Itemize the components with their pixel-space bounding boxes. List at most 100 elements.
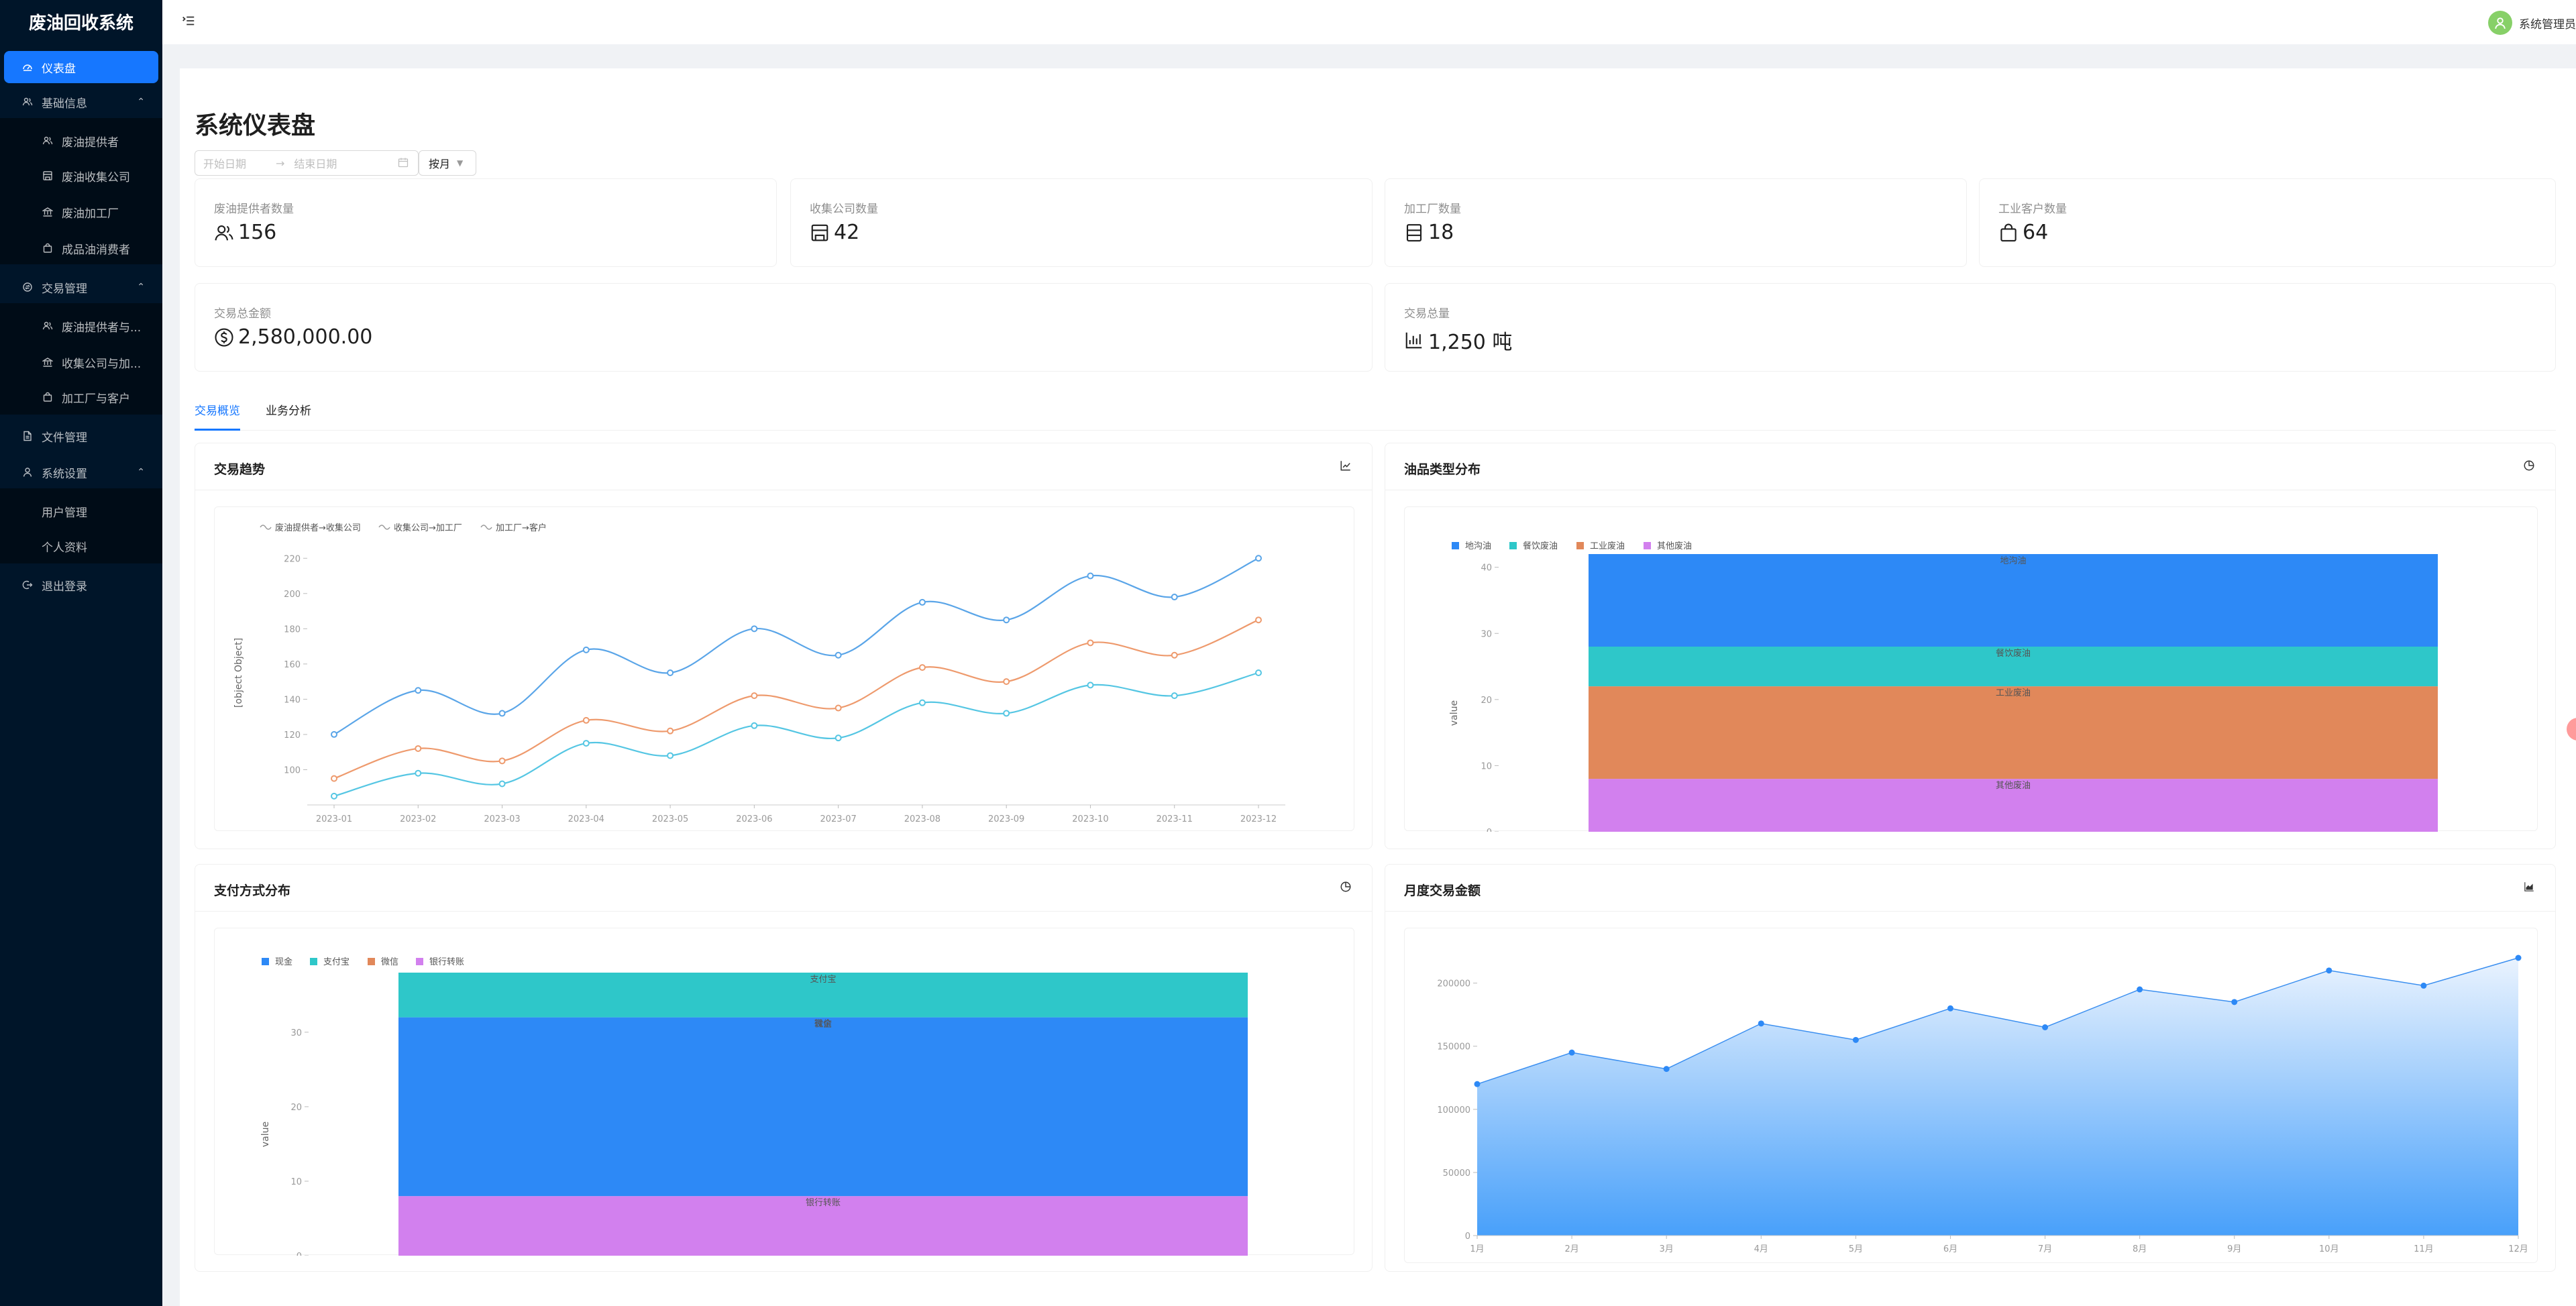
sidebar-item-oil-consumer[interactable]: 成品油消费者 [0,231,162,266]
data-point [2231,999,2238,1005]
sidebar-item-files[interactable]: 文件管理 [0,420,162,452]
date-range-picker[interactable]: 开始日期 → 结束日期 [195,150,419,176]
y-tick-label: 100 [284,765,301,775]
shopping-bag-icon [42,242,54,254]
data-point [835,704,842,712]
start-date-input[interactable]: 开始日期 [203,158,247,170]
data-point [1087,639,1094,647]
chart-monthly: 0 50000 100000 150000 200000 1月 2月 3月 4月 5月 6月 7月 8月… [1437,955,2528,1254]
bank-icon [42,206,54,218]
data-point [1758,1020,1764,1027]
legend-swatch [1452,542,1459,549]
data-point [582,646,590,653]
sidebar-item-dashboard[interactable]: 仪表盘 [4,51,158,83]
data-point [667,727,674,734]
legend-swatch [1509,542,1517,549]
data-point [2042,1024,2049,1030]
stat-value: 64 [2023,221,2049,244]
data-point [1852,1036,1859,1043]
series-line [333,619,1259,779]
calendar-icon [398,157,410,169]
period-select[interactable]: 按月 ▼ [419,150,476,176]
legend-label: 现金 [275,957,292,967]
app-logo-title: 废油回收系统 [28,13,133,34]
x-tick-label: 9月 [2227,1244,2241,1254]
sidebar-item-provider-transactions[interactable]: 废油提供者与... [0,309,162,343]
x-tick-label: 2月 [1564,1244,1578,1254]
y-tick-label: 140 [284,695,301,705]
pie-chart-icon[interactable] [2523,459,2536,473]
legend-swatch [1644,542,1651,549]
dollar-icon [215,327,233,347]
x-tick-label: 2023-06 [736,814,772,824]
menu-fold-icon[interactable] [181,13,199,31]
sidebar-group-settings[interactable]: 系统设置 ⌃ [0,456,162,488]
card-payment-distribution: 支付方式分布 0102030value现金支付宝微信银行转账银行转账现金微信支付… [195,864,1373,1272]
area-fill [1477,958,2518,1236]
area-chart-icon[interactable] [2523,881,2536,894]
stat-card-providers: 废油提供者数量 156 [195,178,777,267]
y-axis-label: value [1449,700,1460,726]
sidebar-item-user-management[interactable]: 用户管理 [0,494,162,529]
x-tick-label: 12月 [2508,1244,2528,1254]
user-menu[interactable]: 系统管理员 [2488,11,2576,35]
tab-business-analysis[interactable]: 业务分析 [266,404,311,418]
sidebar-item-label: 废油提供者与... [62,321,142,335]
sidebar-item-processing-plant[interactable]: 废油加工厂 [0,195,162,229]
legend-symbol [480,525,492,530]
file-icon [21,430,34,442]
sidebar-group-transactions[interactable]: 交易管理 ⌃ [0,271,162,303]
legend-label: 支付宝 [323,957,350,967]
data-point [2137,986,2143,993]
sidebar-item-label: 废油收集公司 [62,170,130,184]
data-point [1947,1005,1953,1012]
data-point [918,699,926,706]
stat-title: 交易总金额 [214,307,271,321]
sidebar-subgroup-transactions [0,303,162,415]
database-icon [1406,223,1422,241]
legend-symbol [260,525,272,530]
sidebar-item-label: 废油加工厂 [62,207,119,221]
card-title: 油品类型分布 [1404,462,1481,477]
data-point [1003,678,1010,686]
sidebar-subgroup-settings [0,488,162,563]
series-line [333,557,1259,735]
legend-label: 其他废油 [1657,541,1692,551]
chart-container: 010203040value地沟油餐饮废油工业废油其他废油其他废油工业废油餐饮废… [1404,506,2538,832]
data-point [582,716,590,724]
line-chart-icon[interactable] [1340,459,1353,473]
y-tick-label: 160 [284,660,301,670]
chevron-up-icon: ⌃ [137,282,145,292]
y-tick-label: 220 [284,554,301,564]
sidebar-item-logout[interactable]: 退出登录 [0,569,162,601]
bar-segment-label: 微信 [814,1020,832,1030]
top-header: 系统管理员 [162,0,2576,44]
y-tick-label: 0 [1465,1232,1470,1242]
x-tick-label: 2023-05 [652,814,688,824]
stat-card-companies: 收集公司数量 42 [790,178,1373,267]
end-date-input[interactable]: 结束日期 [294,158,337,170]
sidebar-item-plant-customer-transactions[interactable]: 加工厂与客户 [0,380,162,415]
data-point [1255,616,1262,624]
floating-action-button[interactable] [2567,718,2576,741]
data-point [835,651,842,659]
pie-chart-icon[interactable] [1340,881,1353,894]
data-point [2515,955,2522,961]
legend-label: 地沟油 [1465,541,1491,551]
data-point [1663,1066,1670,1073]
sidebar-item-oil-provider[interactable]: 废油提供者 [0,123,162,158]
sidebar-group-basic-info[interactable]: 基础信息 ⌃ [0,86,162,118]
x-tick-label: 6月 [1943,1244,1957,1254]
y-tick-label: 200000 [1437,979,1470,989]
transaction-icon [21,281,34,293]
sidebar-item-profile[interactable]: 个人资料 [0,529,162,563]
card-title: 月度交易金额 [1404,883,1481,898]
x-tick-label: 2023-02 [400,814,436,824]
x-tick-label: 5月 [1849,1244,1863,1254]
legend-label: 加工厂→客户 [496,523,547,533]
avatar[interactable] [2488,11,2512,35]
sidebar-item-company-transactions[interactable]: 收集公司与加... [0,345,162,380]
data-point [1003,710,1010,717]
tab-overview[interactable]: 交易概览 [195,404,240,418]
sidebar-item-collection-company[interactable]: 废油收集公司 [0,158,162,193]
